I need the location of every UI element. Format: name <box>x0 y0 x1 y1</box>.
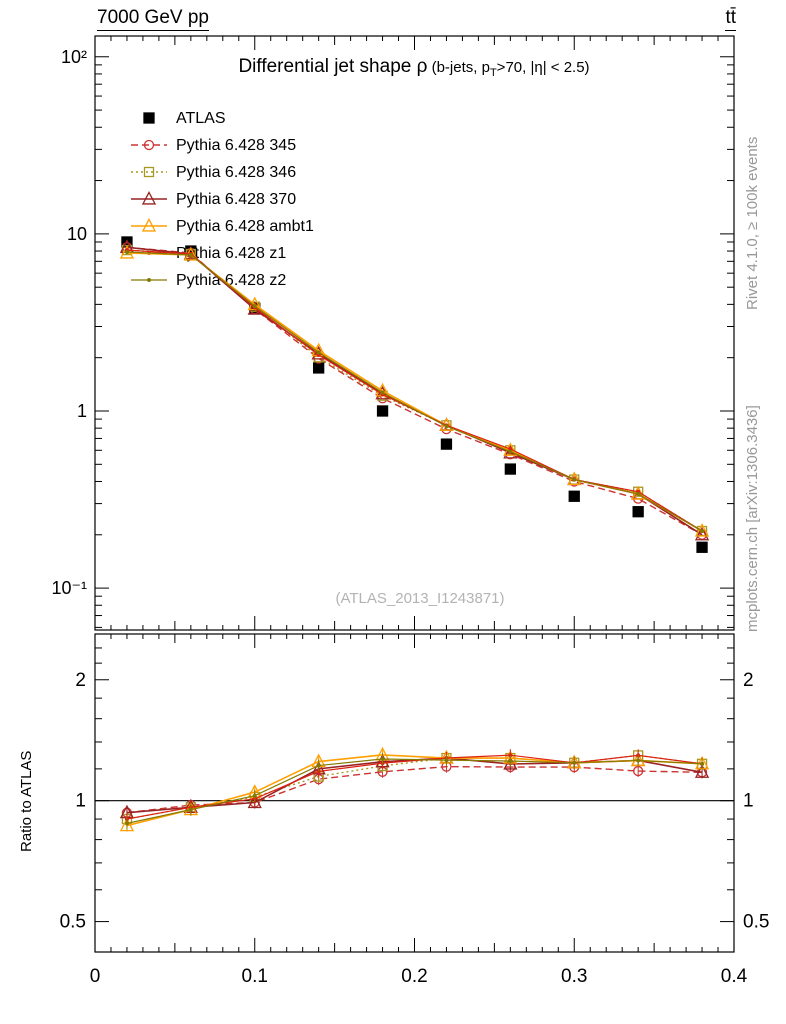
plot-title-main: Differential jet shape ρ <box>238 56 428 77</box>
series-pyz2 <box>124 250 705 830</box>
ratio-axis-label: Ratio to ATLAS <box>18 750 35 852</box>
y-tick-label: 10 <box>67 224 87 244</box>
ratio-tick-label-left: 0.5 <box>60 912 86 933</box>
series-pyambt1 <box>119 244 710 832</box>
series-py345 <box>121 242 708 819</box>
ratio-tick-label-left: 2 <box>75 670 86 691</box>
series-py370 <box>119 239 710 819</box>
legend-item-py345: Pythia 6.428 345 <box>131 137 296 154</box>
x-tick-label: 0.4 <box>721 966 748 987</box>
series-py346 <box>121 244 708 826</box>
process-label: tt̄ <box>725 7 736 31</box>
legend-label-pyambt1: Pythia 6.428 ambt1 <box>176 218 314 235</box>
legend-label-py370: Pythia 6.428 370 <box>176 191 296 208</box>
legend-item-atlas: ATLAS <box>143 110 226 127</box>
legend: ATLAS Pythia 6.428 345 Pythia 6.428 346 Pyt… <box>131 110 314 289</box>
legend-item-py370: Pythia 6.428 370 <box>131 190 296 208</box>
legend-item-pyambt1: Pythia 6.428 ambt1 <box>131 217 314 235</box>
analysis-id-watermark: (ATLAS_2013_I1243871) <box>335 590 505 607</box>
legend-label-py346: Pythia 6.428 346 <box>176 164 296 181</box>
axis-tick-labels: 10² 10 1 10⁻¹ 2 2 1 1 0.5 0.5 0 0.1 0.2 0.3 0.4 <box>51 47 769 987</box>
ratio-tick-label-right: 2 <box>743 670 754 691</box>
x-tick-label: 0.2 <box>401 966 427 987</box>
plot-title-cuts: (b-jets, pT>70, |η| < 2.5) <box>427 59 590 79</box>
beam-energy-label: 7000 GeV pp <box>97 7 209 31</box>
legend-item-py346: Pythia 6.428 346 <box>131 164 296 181</box>
ratio-tick-label-left: 1 <box>75 791 86 812</box>
y-tick-label: 1 <box>77 401 87 421</box>
ratio-tick-label-right: 0.5 <box>743 912 769 933</box>
y-tick-label: 10² <box>61 47 87 67</box>
ratio-tick-label-right: 1 <box>743 791 754 812</box>
legend-label-py345: Pythia 6.428 345 <box>176 137 296 154</box>
x-tick-label: 0.1 <box>242 966 268 987</box>
legend-label-pyz1: Pythia 6.428 z1 <box>176 245 286 262</box>
plot-title: Differential jet shape ρ (b-jets, pT>70,… <box>238 56 589 79</box>
legend-label-atlas: ATLAS <box>176 110 226 127</box>
rivet-version-note: Rivet 4.1.0, ≥ 100k events <box>744 136 761 310</box>
mcplots-arxiv-note: mcplots.cern.ch [arXiv:1306.3436] <box>744 405 761 632</box>
series-pyz1 <box>124 248 705 826</box>
legend-item-pyz2: Pythia 6.428 z2 <box>131 272 286 289</box>
x-tick-label: 0 <box>90 966 101 987</box>
x-tick-label: 0.3 <box>561 966 587 987</box>
legend-label-pyz2: Pythia 6.428 z2 <box>176 272 286 289</box>
y-tick-label: 10⁻¹ <box>51 578 87 598</box>
